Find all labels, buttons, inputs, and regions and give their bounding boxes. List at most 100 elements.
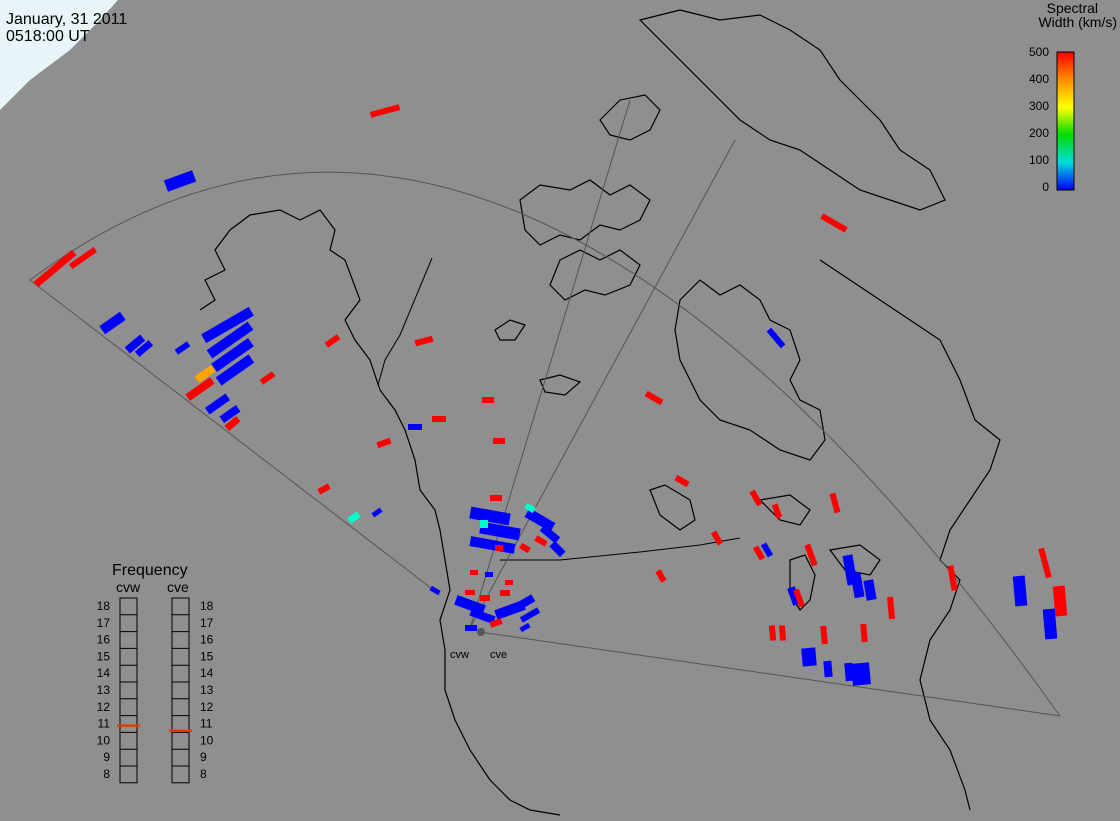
legend-tick-label: 500: [1029, 45, 1049, 59]
frequency-scale-label: 17: [97, 616, 111, 630]
echo-cell: [134, 340, 154, 357]
echo-cell: [820, 625, 828, 645]
map-time: 0518:00 UT: [6, 28, 90, 45]
echo-cell: [259, 371, 276, 385]
echo-cell: [500, 590, 510, 596]
echo-cell: [206, 321, 254, 359]
echo-cell: [1052, 585, 1068, 617]
frequency-scale-label: 10: [97, 733, 111, 747]
echo-cell: [655, 569, 667, 583]
radar-echoes: [33, 104, 1068, 686]
map-date: January, 31 2011: [6, 11, 127, 28]
echo-cell: [376, 437, 392, 449]
echo-cell: [674, 474, 690, 488]
echo-cell: [408, 424, 422, 430]
echo-cell: [454, 595, 486, 615]
echo-cell: [644, 390, 664, 406]
frequency-scale-label: 9: [200, 750, 207, 764]
radar-site: [477, 628, 485, 636]
echo-cell: [863, 579, 877, 601]
station-label-cve: cve: [490, 649, 507, 661]
echo-cell: [185, 377, 215, 401]
echo-cell: [174, 341, 191, 355]
echo-cell: [823, 660, 833, 678]
echo-cell: [820, 213, 848, 233]
echo-cell: [534, 535, 548, 547]
frequency-scale-label: 12: [97, 700, 111, 714]
frequency-scale-label: 17: [200, 616, 214, 630]
legend-tick-label: 400: [1029, 72, 1049, 86]
polar-region: [0, 0, 118, 110]
echo-cell: [429, 585, 441, 596]
echo-cell: [850, 571, 865, 599]
field-of-view: [29, 99, 1061, 717]
echo-cell: [324, 334, 341, 348]
echo-cell: [490, 495, 502, 501]
echo-cell: [224, 415, 241, 432]
frequency-label-cve: cve: [167, 579, 189, 595]
frequency-scale-label: 12: [200, 700, 214, 714]
frequency-title: Frequency: [112, 562, 188, 579]
echo-cell: [347, 511, 361, 524]
echo-cell: [524, 502, 536, 514]
borders: [377, 257, 741, 561]
echo-cell: [414, 335, 434, 347]
echo-cell: [947, 565, 958, 591]
frequency-scale-label: 13: [97, 683, 111, 697]
echo-cell: [860, 623, 868, 643]
frequency-panel: Frequency cvw cve 18 17 16 15 14 13 12 11 10 9 8 18…: [97, 562, 214, 784]
echo-cell: [469, 506, 511, 526]
frequency-scale-label: 11: [200, 717, 213, 731]
echo-cell: [204, 393, 231, 415]
echo-cell: [804, 543, 818, 567]
echo-cell: [201, 306, 254, 344]
echo-cell: [465, 590, 475, 595]
echo-cell: [829, 492, 841, 514]
frequency-scale-label: 16: [97, 633, 111, 647]
echo-cell: [524, 508, 556, 532]
echo-cell: [470, 570, 478, 575]
echo-cell: [211, 337, 254, 373]
echo-cell: [771, 503, 783, 519]
echo-cell: [99, 311, 126, 335]
echo-cell: [505, 580, 513, 585]
echo-cell: [760, 542, 774, 558]
frequency-column: [171, 597, 190, 784]
echo-cell: [485, 572, 493, 577]
frequency-scale-label: 16: [200, 633, 214, 647]
echo-cell: [749, 489, 763, 507]
frequency-scale-label: 15: [200, 649, 214, 663]
echo-cell: [1042, 608, 1058, 640]
echo-cell: [68, 246, 98, 270]
legend-tick-label: 200: [1029, 126, 1049, 140]
frequency-scale-label: 11: [98, 717, 111, 731]
echo-cell: [1012, 575, 1028, 607]
echo-cell: [480, 595, 490, 601]
legend-tick-label: 100: [1029, 153, 1049, 167]
frequency-scale-label: 15: [97, 649, 111, 663]
coastlines: [199, 9, 1001, 816]
echo-cell: [317, 483, 331, 495]
legend-tick-label: 0: [1042, 180, 1049, 194]
echo-cell: [1038, 547, 1052, 579]
echo-cell: [489, 618, 503, 628]
legend-title-line1: Spectral: [1047, 0, 1098, 16]
frequency-scale-label: 8: [200, 767, 207, 781]
echo-cell: [778, 625, 787, 641]
frequency-column: [119, 597, 138, 784]
echo-cell: [194, 364, 216, 384]
legend-color-bar: [1056, 51, 1075, 191]
echo-cell: [549, 540, 566, 558]
echo-cell: [469, 536, 516, 554]
echo-cell: [710, 530, 724, 546]
echo-cell: [219, 404, 241, 424]
frequency-scale-label: 18: [97, 599, 111, 613]
echo-cell: [432, 416, 446, 422]
echo-cell: [215, 354, 255, 386]
echo-cell: [495, 545, 503, 551]
echo-cell: [465, 625, 477, 631]
frequency-scale-label: 10: [200, 733, 214, 747]
echo-cell: [793, 588, 805, 608]
echo-cell: [369, 104, 401, 118]
